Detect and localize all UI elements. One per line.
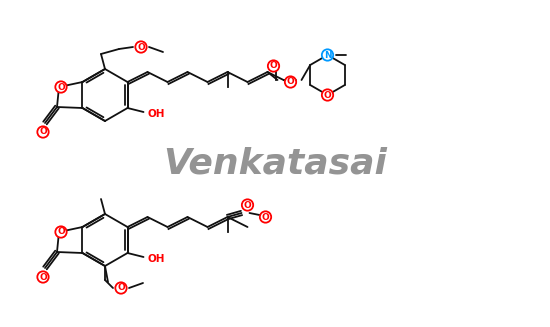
Text: O: O (262, 213, 270, 221)
Text: N: N (324, 50, 331, 60)
Text: O: O (57, 228, 65, 236)
Text: O: O (117, 284, 125, 292)
Text: O: O (57, 82, 65, 92)
Text: O: O (323, 91, 332, 99)
Text: O: O (287, 77, 294, 87)
Text: O: O (244, 200, 251, 210)
Text: OH: OH (148, 109, 165, 119)
Text: OH: OH (148, 254, 165, 264)
Text: O: O (39, 128, 47, 136)
Text: O: O (39, 272, 47, 282)
Text: O: O (270, 61, 277, 71)
Text: Venkatasai: Venkatasai (163, 146, 387, 180)
Text: O: O (137, 43, 145, 51)
